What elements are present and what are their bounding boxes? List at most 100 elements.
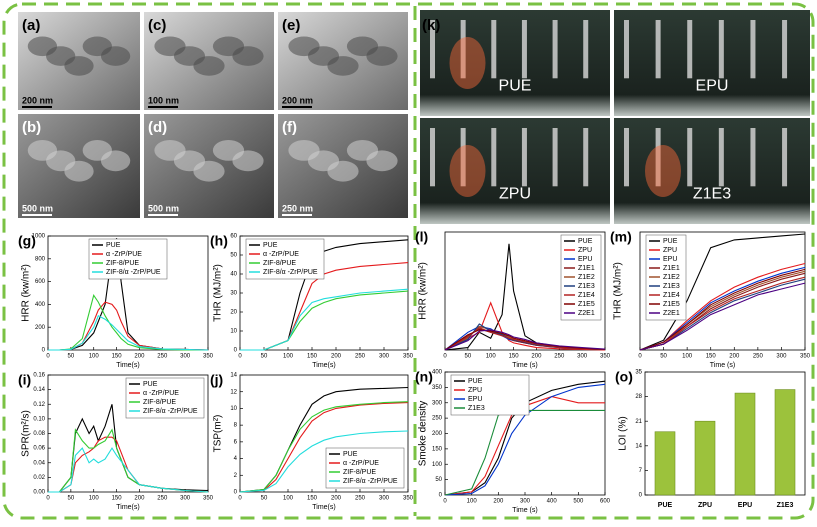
y-axis-label: THR (MJ/m²) xyxy=(613,262,624,320)
legend-label: Z1E1 xyxy=(663,265,680,272)
x-tick-label: 0 xyxy=(238,354,242,360)
y-tick-label: 100 xyxy=(432,462,443,468)
x-tick-label: 0 xyxy=(638,354,642,360)
y-tick-label: 2 xyxy=(234,473,238,479)
particle xyxy=(193,160,225,182)
particle xyxy=(232,150,264,172)
y-tick-label: 0 xyxy=(639,493,643,499)
y-tick-label: 0 xyxy=(42,348,46,354)
particle xyxy=(193,56,225,76)
panel-label: (g) xyxy=(18,233,36,249)
y-tick-label: 0.04 xyxy=(33,460,45,466)
y-tick-label: 0.12 xyxy=(33,402,45,408)
specimen xyxy=(655,128,661,187)
y-tick-label: 30 xyxy=(230,291,237,297)
x-axis-label: Time (s) xyxy=(710,362,735,369)
frame xyxy=(2,2,815,520)
x-tick-label: ZPU xyxy=(698,502,712,509)
legend-label: Z1E2 xyxy=(578,274,595,281)
legend-label: Z2E1 xyxy=(663,310,680,317)
flame xyxy=(449,145,486,197)
specimen xyxy=(521,20,527,79)
x-tick-label: 350 xyxy=(403,354,414,360)
specimen xyxy=(782,20,788,79)
y-tick-label: 14 xyxy=(230,373,237,379)
specimen xyxy=(687,20,693,79)
x-tick-label: 300 xyxy=(180,354,191,360)
legend-label: ZIF-8/α -ZrP/PUE xyxy=(143,408,198,415)
specimen xyxy=(460,20,466,79)
panel-label: (o) xyxy=(615,369,633,385)
y-tick-label: 0.14 xyxy=(33,387,45,393)
x-tick-label: 250 xyxy=(753,354,764,360)
legend-label: PUE xyxy=(143,381,158,388)
y-tick-label: 14 xyxy=(635,443,642,449)
y-tick-label: 0.16 xyxy=(33,373,45,379)
y-tick-label: 150 xyxy=(432,446,443,452)
y-tick-label: 0 xyxy=(439,493,443,499)
particle xyxy=(100,46,131,66)
legend-label: Z1E4 xyxy=(578,292,595,299)
x-tick-label: 400 xyxy=(547,499,558,505)
y-tick-label: 6 xyxy=(234,439,238,445)
y-tick-label: 400 xyxy=(432,370,443,376)
y-tick-label: 0 xyxy=(234,348,238,354)
particle xyxy=(64,56,94,76)
video-frame xyxy=(420,10,610,116)
x-tick-label: 100 xyxy=(89,496,100,502)
y-axis-label: HRR (kw/m²) xyxy=(418,262,429,320)
x-tick-label: 50 xyxy=(660,354,667,360)
x-tick-label: 100 xyxy=(283,496,294,502)
data-line xyxy=(639,233,806,351)
x-tick-label: 350 xyxy=(800,354,811,360)
x-tick-label: PUE xyxy=(658,502,673,509)
legend-label: Z2E1 xyxy=(578,310,595,317)
y-tick-label: 0.02 xyxy=(33,475,45,481)
legend-label: PUE xyxy=(263,242,278,249)
x-tick-label: 600 xyxy=(600,499,611,505)
specimen xyxy=(460,128,466,187)
data-line xyxy=(48,293,208,351)
x-tick-label: 50 xyxy=(68,354,75,360)
sample-label: Z1E3 xyxy=(693,186,731,203)
particle xyxy=(232,46,264,66)
panel-label: (i) xyxy=(18,372,31,388)
video-frame xyxy=(614,118,810,224)
sample-label: PUE xyxy=(499,78,532,95)
data-line xyxy=(48,447,209,493)
specimen xyxy=(521,128,527,187)
y-tick-label: 21 xyxy=(635,419,642,425)
y-tick-label: 40 xyxy=(230,272,237,278)
specimen xyxy=(655,20,661,79)
plot-area xyxy=(47,235,209,351)
panel-label: (d) xyxy=(148,119,167,136)
legend-label: Z1E3 xyxy=(578,283,595,290)
legend-label: ZIF-8/α -ZrP/PUE xyxy=(263,269,318,276)
legend-label: ZPU xyxy=(468,387,482,394)
data-line xyxy=(48,301,209,351)
data-line xyxy=(444,329,606,351)
panel-label: (m) xyxy=(610,229,632,245)
data-line xyxy=(444,326,606,351)
x-axis-label: Time(s) xyxy=(116,362,139,369)
y-tick-label: 0 xyxy=(234,490,238,496)
panel-label: (a) xyxy=(22,17,40,34)
scale-bar-label: 500 nm xyxy=(148,203,179,213)
sample-label: EPU xyxy=(696,78,729,95)
specimen xyxy=(624,128,629,187)
scale-bar-label: 200 nm xyxy=(282,95,313,105)
x-tick-label: 300 xyxy=(577,354,588,360)
y-tick-label: 50 xyxy=(435,477,442,483)
legend-label: EPU xyxy=(663,256,677,263)
x-tick-label: 250 xyxy=(355,496,366,502)
data-line xyxy=(444,329,606,351)
legend-label: ZIF-8/α -ZrP/PUE xyxy=(343,478,398,485)
y-tick-label: 600 xyxy=(35,279,46,285)
x-tick-label: 200 xyxy=(531,354,542,360)
panel-label: (e) xyxy=(282,17,300,34)
plot-area xyxy=(644,371,806,496)
panel-label: (j) xyxy=(210,372,223,388)
x-tick-label: 0 xyxy=(443,499,447,505)
x-tick-label: 350 xyxy=(600,354,611,360)
